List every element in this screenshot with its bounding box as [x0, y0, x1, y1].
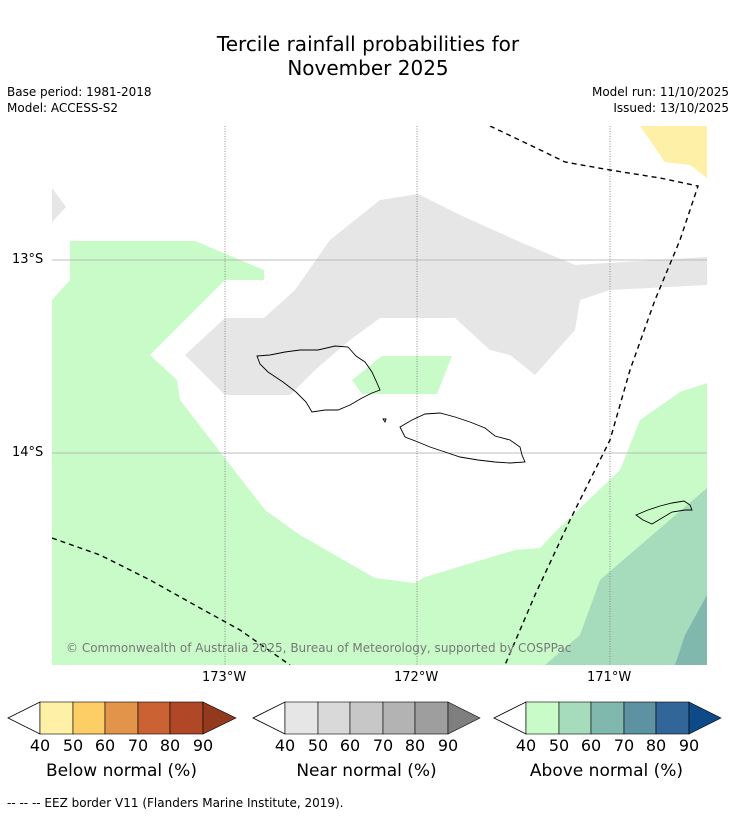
eez-border-north — [489, 126, 699, 665]
above-normal-region-west — [52, 241, 707, 665]
colorbar-below-max-arrow — [202, 701, 237, 735]
colorbar-above-segment — [590, 701, 625, 735]
colorbar-near-segment — [349, 701, 384, 735]
model-run: Model run: 11/10/2025 — [591, 85, 729, 99]
issued-date: Issued: 13/10/2025 — [613, 101, 729, 115]
colorbar-near-tick: 70 — [372, 736, 394, 755]
colorbar-near-segment — [284, 701, 319, 735]
savaii-island — [256, 345, 381, 413]
copyright-notice: © Commonwealth of Australia 2025, Bureau… — [66, 641, 572, 655]
colorbar-above-tick: 90 — [678, 736, 700, 755]
colorbar-near — [252, 701, 481, 735]
colorbar-above-tick: 70 — [613, 736, 635, 755]
colorbar-near-tick: 40 — [274, 736, 296, 755]
colorbar-near-tick: 90 — [437, 736, 459, 755]
manono-island — [382, 418, 387, 424]
colorbar-below-tick: 70 — [127, 736, 149, 755]
lat-label-13s: 13°S — [12, 252, 44, 267]
title-line-2: November 2025 — [287, 56, 449, 80]
lat-label-14s: 14°S — [12, 445, 44, 460]
colorbar-below-tick: 80 — [159, 736, 181, 755]
colorbar-below-label: Below normal (%) — [46, 761, 197, 781]
colorbar-below-segment — [169, 701, 204, 735]
colorbar-below-segment — [39, 701, 74, 735]
above-normal-region-island — [352, 356, 452, 394]
lon-label-171w: 171°W — [587, 670, 632, 685]
colorbar-near-segment — [414, 701, 449, 735]
title-line-1: Tercile rainfall probabilities for — [216, 32, 520, 56]
colorbar-above-max-arrow — [688, 701, 722, 735]
colorbar-above-tick: 40 — [515, 736, 537, 755]
colorbar-near-tick: 50 — [307, 736, 329, 755]
colorbar-below-tick: 50 — [62, 736, 84, 755]
colorbar-near-segment — [317, 701, 351, 735]
tutuila-island — [635, 500, 693, 525]
colorbar-near-max-arrow — [447, 701, 481, 735]
colorbar-above-segment — [623, 701, 657, 735]
colorbar-near-tick: 80 — [404, 736, 426, 755]
colorbar-below-segment — [137, 701, 171, 735]
colorbar-above-segment — [655, 701, 690, 735]
colorbar-near-label: Near normal (%) — [296, 761, 437, 781]
colorbar-above-tick: 80 — [645, 736, 667, 755]
colorbar-above-segment — [558, 701, 592, 735]
below-normal-region — [640, 126, 707, 178]
colorbar-below-min-arrow — [7, 701, 41, 735]
map-area — [52, 126, 707, 665]
colorbar-below — [7, 701, 237, 735]
colorbar-above-tick: 50 — [548, 736, 570, 755]
lon-label-172w: 172°W — [394, 670, 439, 685]
above-normal-region-corner — [675, 595, 707, 665]
lon-label-173w: 173°W — [202, 670, 247, 685]
colorbar-below-tick: 40 — [29, 736, 51, 755]
eez-border-southwest — [52, 537, 291, 665]
eez-footnote: -- -- -- EEZ border V11 (Flanders Marine… — [7, 796, 344, 810]
colorbar-above-label: Above normal (%) — [529, 761, 684, 781]
colorbar-near-segment — [382, 701, 416, 735]
colorbar-near-min-arrow — [252, 701, 286, 735]
colorbar-above-min-arrow — [493, 701, 527, 735]
upolu-island — [399, 412, 526, 464]
colorbar-above-tick: 60 — [580, 736, 602, 755]
colorbar-below-segment — [72, 701, 106, 735]
colorbar-below-tick: 60 — [94, 736, 116, 755]
model-name: Model: ACCESS-S2 — [7, 101, 119, 115]
colorbar-above-segment — [525, 701, 560, 735]
colorbar-below-segment — [104, 701, 139, 735]
near-normal-region-edge — [52, 188, 66, 222]
colorbar-above — [493, 701, 722, 735]
colorbar-below-tick: 90 — [192, 736, 214, 755]
above-normal-region-east — [545, 488, 707, 665]
near-normal-region — [185, 194, 707, 395]
base-period: Base period: 1981-2018 — [7, 85, 152, 99]
colorbar-near-tick: 60 — [339, 736, 361, 755]
